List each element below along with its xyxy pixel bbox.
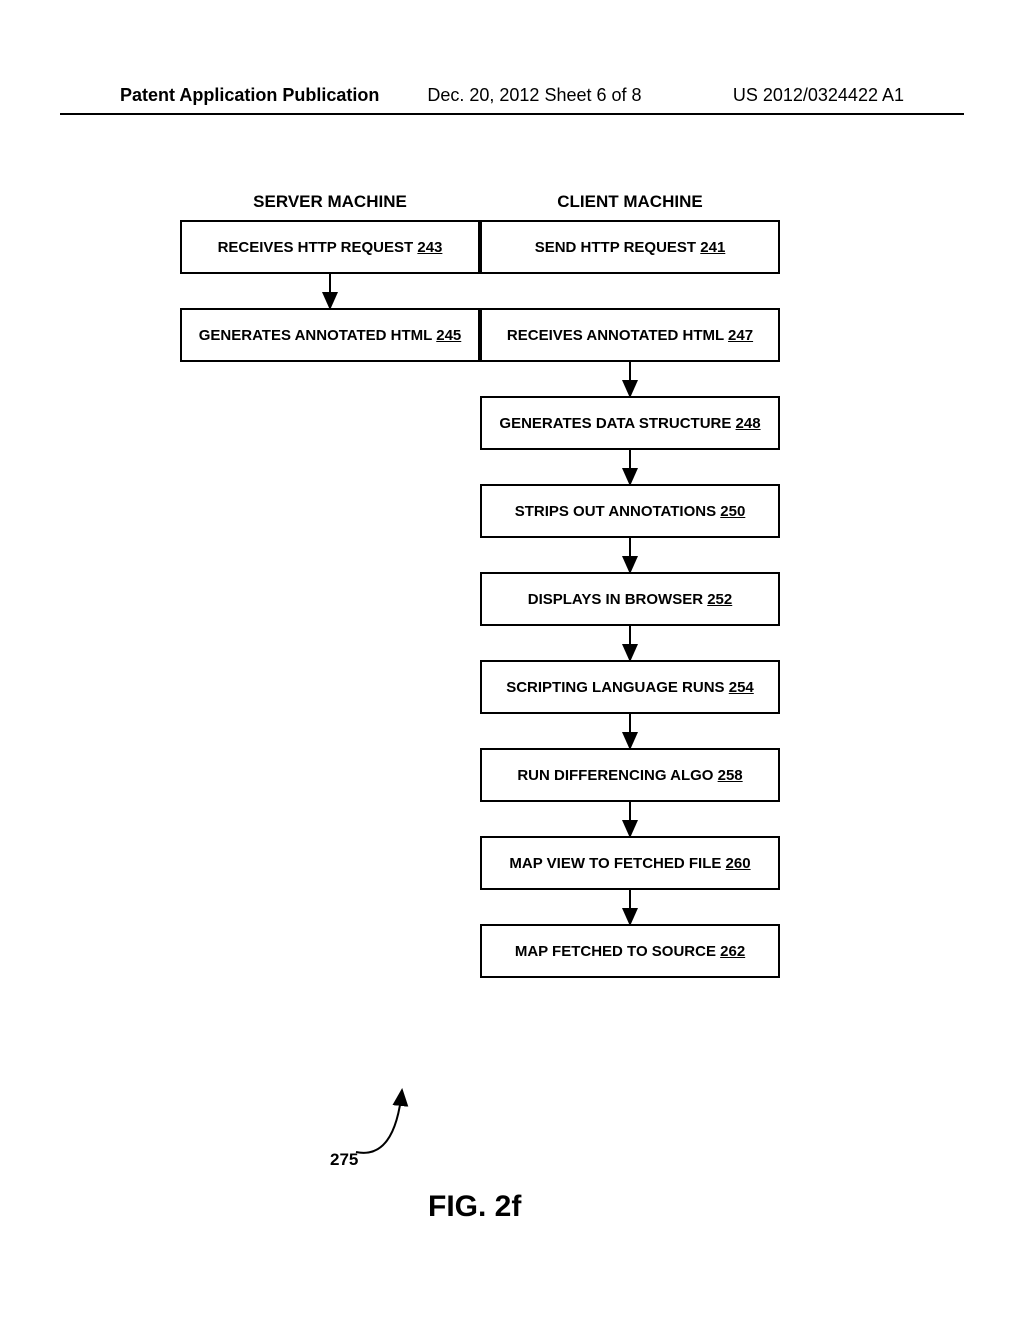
- flow-box-c_mapf: MAP FETCHED TO SOURCE 262: [480, 924, 780, 978]
- flow-box-label: MAP VIEW TO FETCHED FILE 260: [509, 855, 750, 872]
- flow-box-c_strip: STRIPS OUT ANNOTATIONS 250: [480, 484, 780, 538]
- flow-box-c_mapv: MAP VIEW TO FETCHED FILE 260: [480, 836, 780, 890]
- header-rule: [60, 113, 964, 115]
- page-header: Patent Application Publication Dec. 20, …: [0, 85, 1024, 106]
- flow-box-label: RECEIVES HTTP REQUEST 243: [218, 239, 443, 256]
- flow-box-label: RECEIVES ANNOTATED HTML 247: [507, 327, 753, 344]
- flow-box-s_recv: RECEIVES HTTP REQUEST 243: [180, 220, 480, 274]
- figure-label: FIG. 2f: [428, 1190, 521, 1224]
- flow-box-c_disp: DISPLAYS IN BROWSER 252: [480, 572, 780, 626]
- flow-box-c_script: SCRIPTING LANGUAGE RUNS 254: [480, 660, 780, 714]
- flow-box-label: RUN DIFFERENCING ALGO 258: [517, 767, 742, 784]
- flow-box-label: STRIPS OUT ANNOTATIONS 250: [515, 503, 746, 520]
- flow-box-c_recv: RECEIVES ANNOTATED HTML 247: [480, 308, 780, 362]
- reference-label: 275: [330, 1150, 358, 1170]
- flow-box-s_gen: GENERATES ANNOTATED HTML 245: [180, 308, 480, 362]
- flow-box-label: GENERATES ANNOTATED HTML 245: [199, 327, 462, 344]
- flow-box-label: GENERATES DATA STRUCTURE 248: [499, 415, 760, 432]
- flow-box-label: SEND HTTP REQUEST 241: [535, 239, 726, 256]
- flow-box-label: SCRIPTING LANGUAGE RUNS 254: [506, 679, 754, 696]
- flow-box-c_diff: RUN DIFFERENCING ALGO 258: [480, 748, 780, 802]
- flow-box-c_gen: GENERATES DATA STRUCTURE 248: [480, 396, 780, 450]
- header-right: US 2012/0324422 A1: [733, 85, 904, 106]
- flow-box-label: DISPLAYS IN BROWSER 252: [528, 591, 733, 608]
- header-mid: Dec. 20, 2012 Sheet 6 of 8: [427, 85, 641, 106]
- server-column-title: SERVER MACHINE: [180, 192, 480, 212]
- header-left: Patent Application Publication: [120, 85, 379, 106]
- flow-box-c_send: SEND HTTP REQUEST 241: [480, 220, 780, 274]
- client-column-title: CLIENT MACHINE: [480, 192, 780, 212]
- diagram-canvas: SERVER MACHINE CLIENT MACHINE RECEIVES H…: [0, 150, 1024, 1270]
- flow-box-label: MAP FETCHED TO SOURCE 262: [515, 943, 745, 960]
